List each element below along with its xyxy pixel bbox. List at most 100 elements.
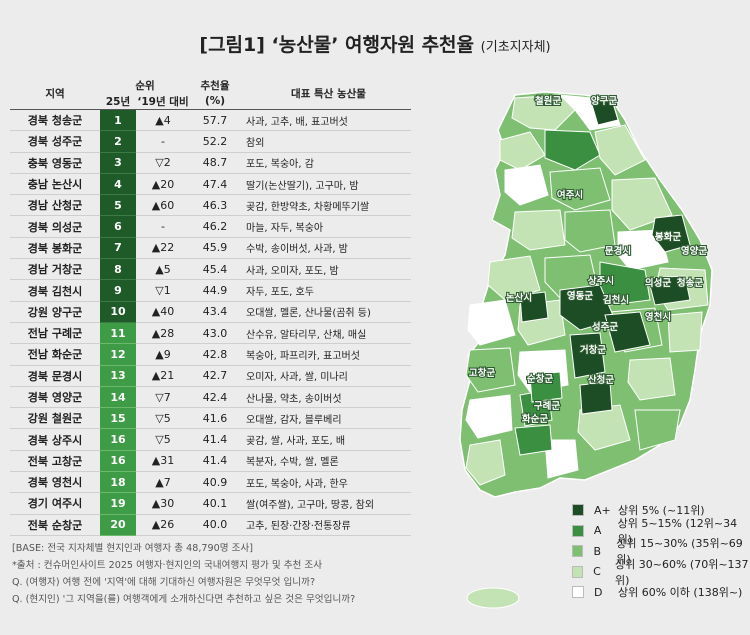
table-row: 경북 성주군 2-52.2 참외 [10,130,411,153]
header-vs19: ‘19년 대비 [136,93,190,110]
region-cell: 경북 김천시 [10,279,100,302]
map-region-patch [667,311,703,353]
header-rank-group: 순위 [135,80,155,92]
rate-cell: 46.2 [190,215,240,238]
products-cell: 오대쌀, 감자, 블루베리 [240,407,411,430]
ranking-table: 지역 순위 추천율 대표 특산 농산물 25년 ‘19년 대비 (%) 경북 청… [10,78,411,536]
table-row: 전북 고창군 16 ▲31 41.4 복분자, 수박, 쌀, 멜론 [10,450,411,473]
map-label: 청송군 [677,277,703,289]
products-cell: 산수유, 알타리무, 산채, 매실 [240,322,411,345]
legend-class: A+ [594,503,611,517]
products-cell: 오대쌀, 멜론, 산나물(곰취 등) [240,301,411,323]
products-cell: 사과, 오미자, 포도, 밤 [240,258,411,281]
change-cell: ▲20 [136,173,190,196]
map-region-patch [504,164,549,206]
rank-cell: 13 [100,365,136,387]
rate-cell: 45.9 [190,237,240,260]
table-row: 경북 영천시 18 ▲7 40.9 포도, 복숭아, 사과, 한우 [10,471,411,494]
table-row: 경기 여주시 19 ▲30 40.1 쌀(여주쌀), 고구마, 땅콩, 참외 [10,492,411,515]
map-region-patch [651,214,691,253]
map-region-patch [579,381,613,415]
map-region-patch [519,291,549,323]
table-row: 경북 김천시 9 ▽1 44.9 자두, 포도, 호두 [10,279,411,302]
ranking-table-body: 경북 청송군 1 ▲4 57.7 사과, 고추, 배, 표고버섯 경북 성주군 2-52.2… [10,109,411,536]
map-region-patch [564,209,616,253]
map-label: 논산시 [506,292,532,304]
change-cell: ▽5 [136,428,190,451]
legend-swatch [572,504,584,517]
change-cell: ▲60 [136,194,190,217]
rank-cell: 7 [100,237,136,260]
rank-cell: 9 [100,279,136,302]
rank-cell: 19 [100,492,136,515]
change-cell: ▲26 [136,514,190,536]
legend-swatch [572,524,584,537]
table-row: 경북 상주시 16 ▽5 41.4 곶감, 쌀, 사과, 포도, 배 [10,428,411,451]
products-cell: 마늘, 자두, 복숭아 [240,215,411,238]
region-cell: 경북 봉화군 [10,237,100,260]
change-cell: - [136,130,190,153]
map-label: 문경시 [605,245,631,257]
rank-cell: 5 [100,194,136,217]
map-label: 구례군 [534,400,560,412]
rank-cell: 4 [100,173,136,196]
map-label: 영동군 [567,290,593,302]
table-row: 경남 산청군 5 ▲60 46.3 곶감, 한방약초, 차황메뚜기쌀 [10,194,411,217]
map-label: 거창군 [580,344,606,356]
legend-class: C [593,565,601,579]
region-cell: 경북 영양군 [10,386,100,409]
rate-cell: 47.4 [190,173,240,196]
legend-class: B [593,544,602,558]
products-cell: 사과, 고추, 배, 표고버섯 [240,109,411,132]
region-cell: 충북 영동군 [10,152,100,174]
table-row: 전남 화순군 12 ▲9 42.8 복숭아, 파프리카, 표고버섯 [10,343,411,366]
products-cell: 딸기(논산딸기), 고구마, 밤 [240,173,411,196]
products-cell: 자두, 포도, 호두 [240,279,411,302]
region-cell: 전남 화순군 [10,343,100,366]
rate-cell: 40.9 [190,471,240,494]
rate-cell: 48.7 [190,152,240,174]
rank-cell: 8 [100,258,136,281]
table-row: 경북 의성군 6-46.2 마늘, 자두, 복숭아 [10,215,411,238]
map-label: 성주군 [592,321,618,333]
legend-item: D 상위 60% 이하 (138위~) [572,582,750,603]
chart-title: [그림1] ‘농산물’ 여행자원 추천율 (기초지자체) [0,30,750,57]
products-cell: 오미자, 사과, 쌀, 미나리 [240,365,411,387]
map-region-patch [549,167,611,211]
change-cell: ▽7 [136,386,190,409]
note-base: [BASE: 전국 지자체별 현지인과 여행자 총 48,790명 조사] [12,543,253,554]
map-label: 고창군 [469,367,495,379]
rank-cell: 16 [100,450,136,473]
products-cell: 산나물, 약초, 송이버섯 [240,386,411,409]
table-row: 강원 철원군 15 ▽5 41.6 오대쌀, 감자, 블루베리 [10,407,411,430]
region-cell: 경남 산청군 [10,194,100,217]
map-region-patch [544,439,579,479]
table-row: 경북 청송군 1 ▲4 57.7 사과, 고추, 배, 표고버섯 [10,109,411,132]
products-cell: 참외 [240,130,411,153]
region-cell: 전북 순창군 [10,514,100,536]
legend-swatch [572,545,584,558]
map-label: 영양군 [681,245,707,257]
region-cell: 전북 고창군 [10,450,100,473]
legend-item: B 상위 15~30% (35위~69위) [572,537,750,566]
note-question-local: Q. (현지인) '그 지역을(를) 여행객에게 소개하신다면 추천하고 싶은 … [12,594,356,605]
table-row: 전남 구례군 11 ▲28 43.0 산수유, 알타리무, 산채, 매실 [10,322,411,345]
jeju-island [466,587,520,609]
rate-cell: 57.7 [190,109,240,132]
rank-cell: 15 [100,407,136,430]
rank-cell: 16 [100,428,136,451]
rate-cell: 42.4 [190,386,240,409]
change-cell: ▲4 [136,109,190,132]
change-cell: ▲28 [136,322,190,345]
rate-cell: 41.6 [190,407,240,430]
rate-cell: 40.0 [190,514,240,536]
rate-cell: 40.1 [190,492,240,515]
header-rank25: 25년 [100,93,136,110]
change-cell: ▽1 [136,279,190,302]
products-cell: 고추, 된장·간장·전통장류 [240,514,411,536]
products-cell: 곶감, 쌀, 사과, 포도, 배 [240,428,411,451]
map-region-patch [465,394,513,439]
rate-cell: 43.4 [190,301,240,323]
legend-swatch [572,565,584,578]
